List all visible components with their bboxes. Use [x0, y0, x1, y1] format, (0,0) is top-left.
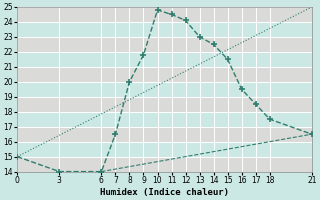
- Bar: [17, 97, 312, 112]
- Bar: [17, 37, 312, 52]
- Bar: [17, 157, 312, 172]
- X-axis label: Humidex (Indice chaleur): Humidex (Indice chaleur): [100, 188, 229, 197]
- Bar: [17, 7, 312, 22]
- Bar: [17, 67, 312, 82]
- Bar: [17, 127, 312, 142]
